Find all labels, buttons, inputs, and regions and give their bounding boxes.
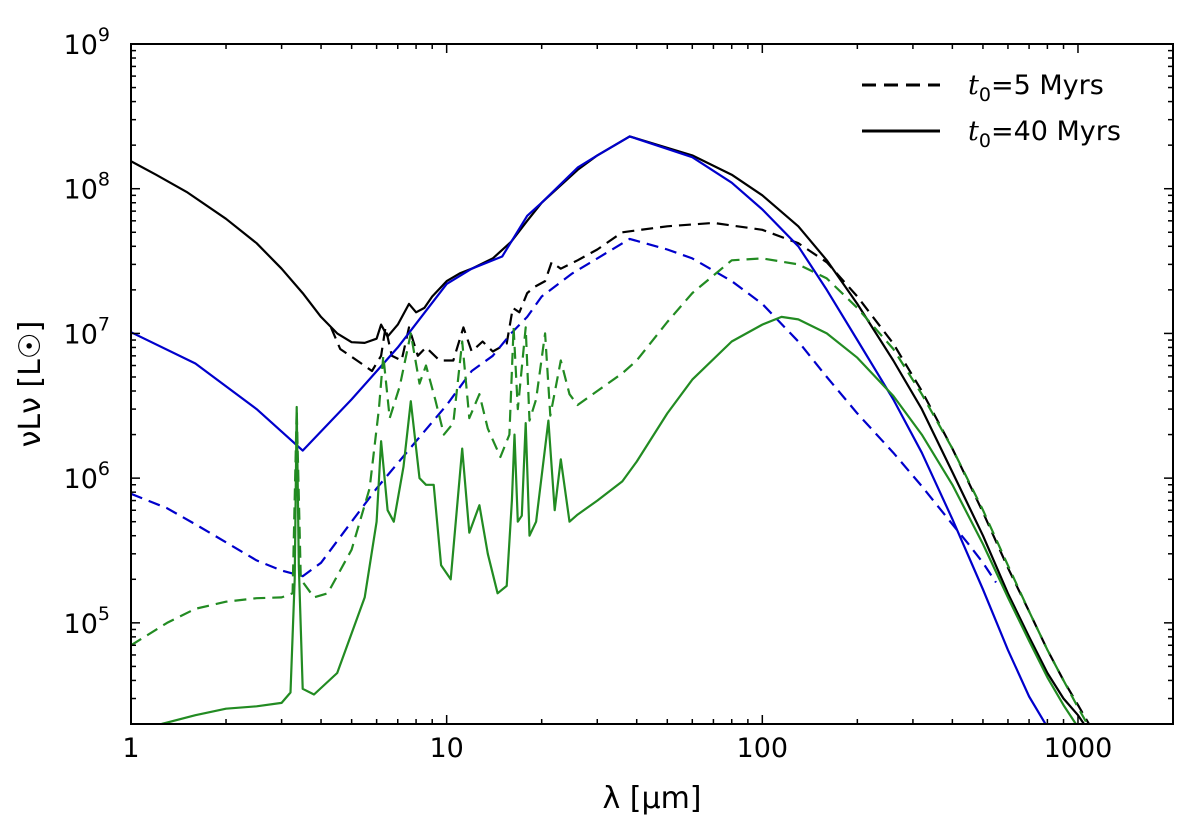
y-tick-label: 105 <box>64 603 110 640</box>
series-line-2 <box>131 135 1047 724</box>
x-tick-label: 1 <box>122 733 139 764</box>
legend-label-5-myrs: t0=5 Myrs <box>968 70 1104 106</box>
series-line-1 <box>329 221 1091 724</box>
x-axis-ticks: 1 10 100 1000 <box>122 44 1174 764</box>
legend-label-40-myrs: t0=40 Myrs <box>968 116 1121 152</box>
series-line-3 <box>131 237 997 584</box>
y-tick-label: 107 <box>64 313 110 350</box>
legend: t0=5 Myrs t0=40 Myrs <box>862 70 1121 152</box>
y-tick-label: 108 <box>64 169 110 206</box>
y-axis-ticks: 105 106 107 108 109 <box>64 24 1173 725</box>
series-line-5 <box>131 257 1089 724</box>
x-tick-label: 100 <box>737 733 789 764</box>
x-tick-label: 10 <box>429 733 463 764</box>
series-line-4 <box>161 315 1078 724</box>
y-tick-label: 109 <box>64 24 110 61</box>
plot-frame <box>130 43 1174 725</box>
x-axis-label: λ [μm] <box>602 781 701 816</box>
x-tick-label: 1000 <box>1044 733 1113 764</box>
series-line-0 <box>131 135 1086 724</box>
series-layer <box>131 135 1091 724</box>
y-axis-label: νLν [L☉] <box>13 321 48 448</box>
y-tick-label: 106 <box>64 458 110 495</box>
